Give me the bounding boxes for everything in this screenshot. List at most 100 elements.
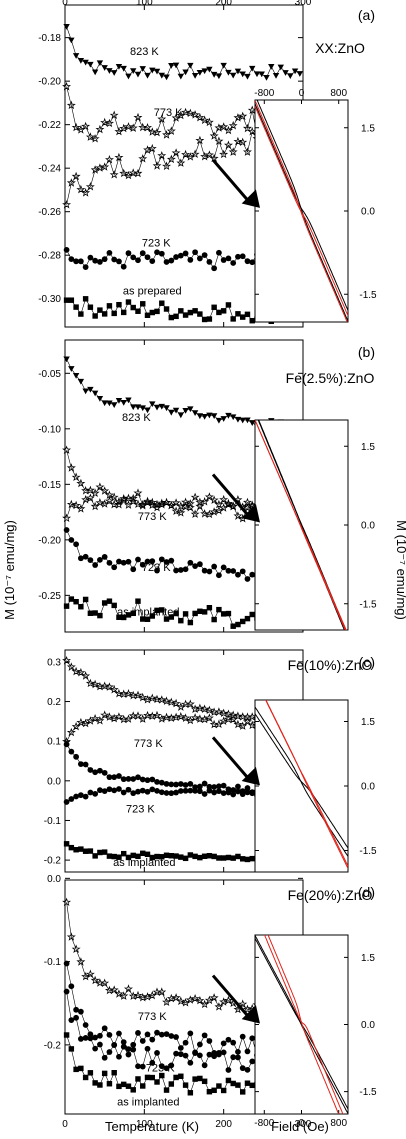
- data-point-c-3: [235, 788, 241, 795]
- data-point-d-1: [168, 1033, 175, 1039]
- y-tick-label-c: 0.3: [47, 657, 61, 668]
- data-point-b-0: [201, 413, 208, 420]
- series-annotation-c: 723 K: [126, 804, 155, 816]
- data-point-b-2: [157, 500, 167, 509]
- data-point-c-3: [111, 787, 118, 794]
- data-point-d-3: [63, 1032, 70, 1038]
- data-point-b-0: [177, 412, 185, 419]
- data-point-c-4: [149, 854, 155, 861]
- y-tick-label-b: -0.10: [38, 424, 61, 435]
- data-point-a-0: [144, 72, 151, 79]
- data-point-b-4: [135, 598, 141, 604]
- data-point-b-1: [128, 496, 138, 506]
- inset-d: 1.5 0.0 -1.5 -800 0 800: [254, 934, 377, 1129]
- data-point-b-3: [158, 556, 165, 563]
- data-point-a-0: [87, 61, 94, 68]
- data-point-d-2: [244, 1066, 251, 1073]
- arrow-d: [211, 974, 252, 1020]
- data-point-b-3: [239, 568, 246, 575]
- data-point-d-3: [78, 1065, 84, 1072]
- panel-a: -0.18 -0.20 -0.22 -0.24 -0.26 -0.28 -0.30 0 100 2…: [38, 0, 377, 328]
- data-point-b-0: [220, 416, 227, 422]
- data-point-b-3: [111, 564, 118, 571]
- data-point-b-2: [181, 497, 190, 507]
- data-point-b-3: [87, 557, 94, 563]
- data-point-b-4: [197, 608, 203, 615]
- data-point-a-4: [182, 312, 189, 318]
- series-c-0: [62, 655, 305, 729]
- data-point-b-3: [163, 559, 170, 565]
- data-point-b-4: [68, 596, 75, 602]
- x-tick-label-top: 200: [215, 0, 232, 8]
- data-point-c-3: [68, 796, 75, 802]
- data-point-a-4: [73, 304, 79, 310]
- data-point-a-4: [154, 308, 160, 315]
- panel-d: 0.0 -0.1 -0.2 0 100 200 300 773 K 723 K as implan…: [44, 874, 377, 1130]
- x-tick-label-top: 100: [136, 0, 153, 8]
- data-point-d-1: [87, 1031, 94, 1038]
- data-point-a-4: [82, 296, 89, 302]
- data-point-d-0: [133, 990, 143, 1000]
- data-point-d-3: [168, 1081, 175, 1087]
- data-point-a-4: [225, 302, 232, 308]
- data-point-a-3: [163, 259, 170, 265]
- data-point-a-2: [152, 161, 162, 170]
- data-point-a-1: [81, 121, 91, 131]
- data-point-b-1: [90, 488, 100, 498]
- data-point-d-3: [225, 1077, 232, 1084]
- data-point-d-1: [139, 1038, 146, 1044]
- data-point-b-4: [206, 604, 213, 611]
- arrow-head-c: [241, 766, 260, 786]
- data-point-d-1: [106, 1032, 113, 1038]
- data-point-c-3: [149, 786, 156, 793]
- data-point-d-3: [216, 1083, 222, 1089]
- hysteresis-curve-red-a: [255, 100, 348, 322]
- data-point-c-4: [201, 853, 208, 859]
- data-point-d-3: [144, 1074, 151, 1081]
- data-point-c-2: [235, 783, 241, 790]
- data-point-b-0: [125, 397, 132, 404]
- data-point-a-4: [168, 314, 175, 321]
- data-point-a-3: [216, 249, 222, 256]
- data-point-d-0: [114, 989, 124, 998]
- data-point-d-0: [209, 993, 219, 1002]
- data-point-c-4: [92, 853, 98, 859]
- data-point-d-2: [73, 1014, 79, 1021]
- data-point-a-1: [185, 108, 195, 118]
- data-point-d-0: [157, 987, 167, 996]
- data-point-d-2: [211, 1053, 218, 1060]
- data-point-a-3: [211, 265, 218, 272]
- data-point-c-1: [152, 710, 162, 720]
- data-point-d-3: [173, 1074, 179, 1081]
- data-point-d-1: [135, 1030, 141, 1036]
- data-point-c-3: [144, 788, 151, 795]
- data-point-b-4: [173, 610, 179, 617]
- inset-y-tick-label-b: -1.5: [359, 599, 377, 610]
- data-point-b-3: [120, 559, 127, 566]
- data-point-c-3: [230, 791, 237, 798]
- data-point-b-0: [63, 356, 70, 363]
- hysteresis-curve-red-b: [255, 420, 347, 630]
- data-point-a-2: [214, 136, 224, 146]
- y-tick-label-c: 0.2: [47, 697, 61, 708]
- data-point-c-4: [206, 853, 213, 859]
- data-point-a-4: [120, 309, 127, 316]
- data-point-a-0: [225, 69, 232, 76]
- y-tick-label-a: -0.28: [38, 251, 61, 262]
- data-point-d-3: [182, 1082, 189, 1088]
- data-point-d-2: [144, 1045, 151, 1052]
- data-point-a-3: [158, 250, 165, 257]
- data-point-b-2: [223, 498, 233, 508]
- data-point-a-2: [85, 182, 95, 191]
- x-tick-label-d: 200: [215, 1119, 232, 1130]
- inset-c: 1.5 0.0 -1.5: [254, 699, 377, 873]
- data-point-b-4: [187, 619, 194, 626]
- data-point-c-1: [76, 717, 86, 727]
- data-point-d-0: [85, 969, 95, 979]
- data-point-b-0: [172, 407, 180, 414]
- data-point-d-3: [125, 1083, 132, 1089]
- sample-label-a: XX:ZnO: [315, 40, 365, 56]
- data-point-c-4: [120, 850, 127, 857]
- data-point-a-4: [216, 309, 222, 316]
